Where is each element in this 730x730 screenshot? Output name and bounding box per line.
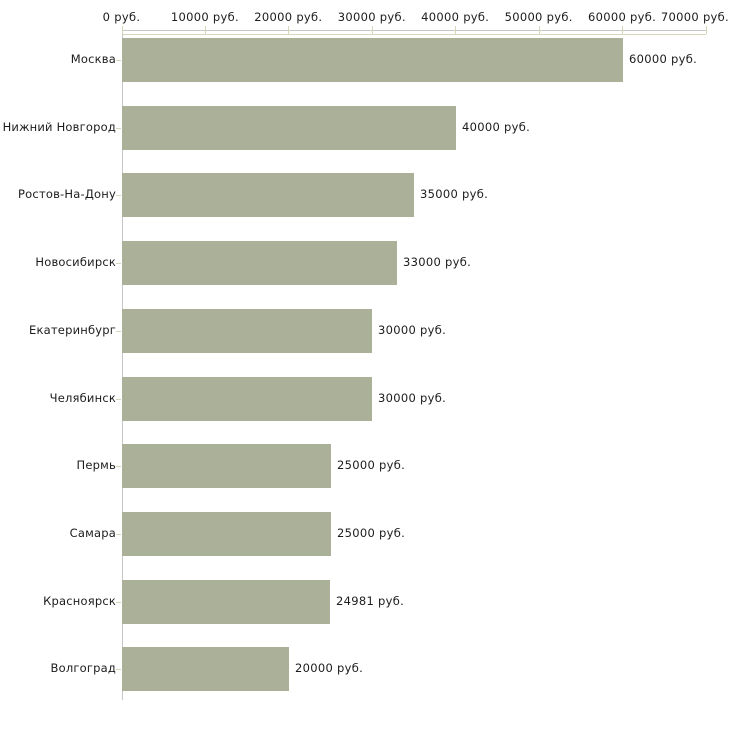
y-axis-line — [121, 30, 123, 700]
category-label: Самара — [69, 526, 116, 540]
value-label: 24981 руб. — [336, 594, 405, 608]
value-label: 60000 руб. — [629, 52, 698, 66]
x-tick-mark — [122, 26, 123, 34]
category-label: Нижний Новгород — [2, 120, 116, 134]
value-label: 33000 руб. — [403, 255, 472, 269]
bar — [122, 241, 397, 285]
value-label: 30000 руб. — [378, 323, 447, 337]
x-tick-label: 60000 руб. — [588, 10, 657, 24]
bar — [122, 512, 331, 556]
y-tick-mark — [116, 128, 121, 129]
bar — [122, 106, 456, 150]
bar — [122, 647, 289, 691]
category-label: Екатеринбург — [29, 323, 116, 337]
x-tick-label: 0 руб. — [102, 10, 141, 24]
category-label: Ростов-На-Дону — [18, 187, 116, 201]
y-tick-mark — [116, 263, 121, 264]
category-label: Пермь — [76, 458, 116, 472]
x-tick-mark — [288, 26, 289, 34]
bar — [122, 580, 330, 624]
value-label: 25000 руб. — [337, 458, 406, 472]
bar — [122, 444, 331, 488]
value-label: 30000 руб. — [378, 391, 447, 405]
y-tick-mark — [116, 534, 121, 535]
x-tick-mark — [539, 26, 540, 34]
y-tick-mark — [116, 195, 121, 196]
value-label: 40000 руб. — [462, 120, 531, 134]
y-tick-mark — [116, 60, 121, 61]
x-tick-label: 70000 руб. — [660, 10, 729, 24]
x-tick-mark — [455, 26, 456, 34]
y-tick-mark — [116, 466, 121, 467]
x-tick-mark — [706, 26, 707, 34]
x-tick-mark — [205, 26, 206, 34]
category-label: Новосибирск — [35, 255, 116, 269]
x-tick-label: 10000 руб. — [170, 10, 239, 24]
y-tick-mark — [116, 669, 121, 670]
x-axis-line — [121, 30, 706, 31]
x-tick-mark — [372, 26, 373, 34]
y-tick-mark — [116, 602, 121, 603]
x-tick-label: 20000 руб. — [254, 10, 323, 24]
value-label: 25000 руб. — [337, 526, 406, 540]
x-tick-mark — [622, 26, 623, 34]
x-tick-label: 30000 руб. — [337, 10, 406, 24]
value-label: 20000 руб. — [295, 661, 364, 675]
x-axis-subline — [121, 34, 706, 35]
x-tick-label: 40000 руб. — [421, 10, 490, 24]
bar — [122, 377, 372, 421]
bar — [122, 309, 372, 353]
value-label: 35000 руб. — [420, 187, 489, 201]
bar — [122, 173, 414, 217]
x-tick-label: 50000 руб. — [504, 10, 573, 24]
category-label: Москва — [70, 52, 116, 66]
bar — [122, 38, 623, 82]
category-label: Красноярск — [43, 594, 116, 608]
category-label: Челябинск — [49, 391, 116, 405]
category-label: Волгоград — [50, 661, 116, 675]
y-tick-mark — [116, 399, 121, 400]
y-tick-mark — [116, 331, 121, 332]
